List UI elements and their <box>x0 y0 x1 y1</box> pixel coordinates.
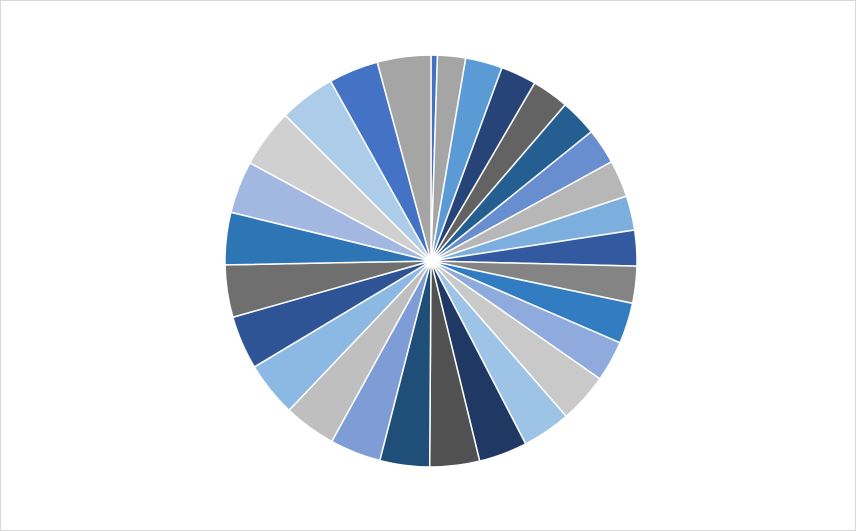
pie-slice <box>376 54 432 262</box>
